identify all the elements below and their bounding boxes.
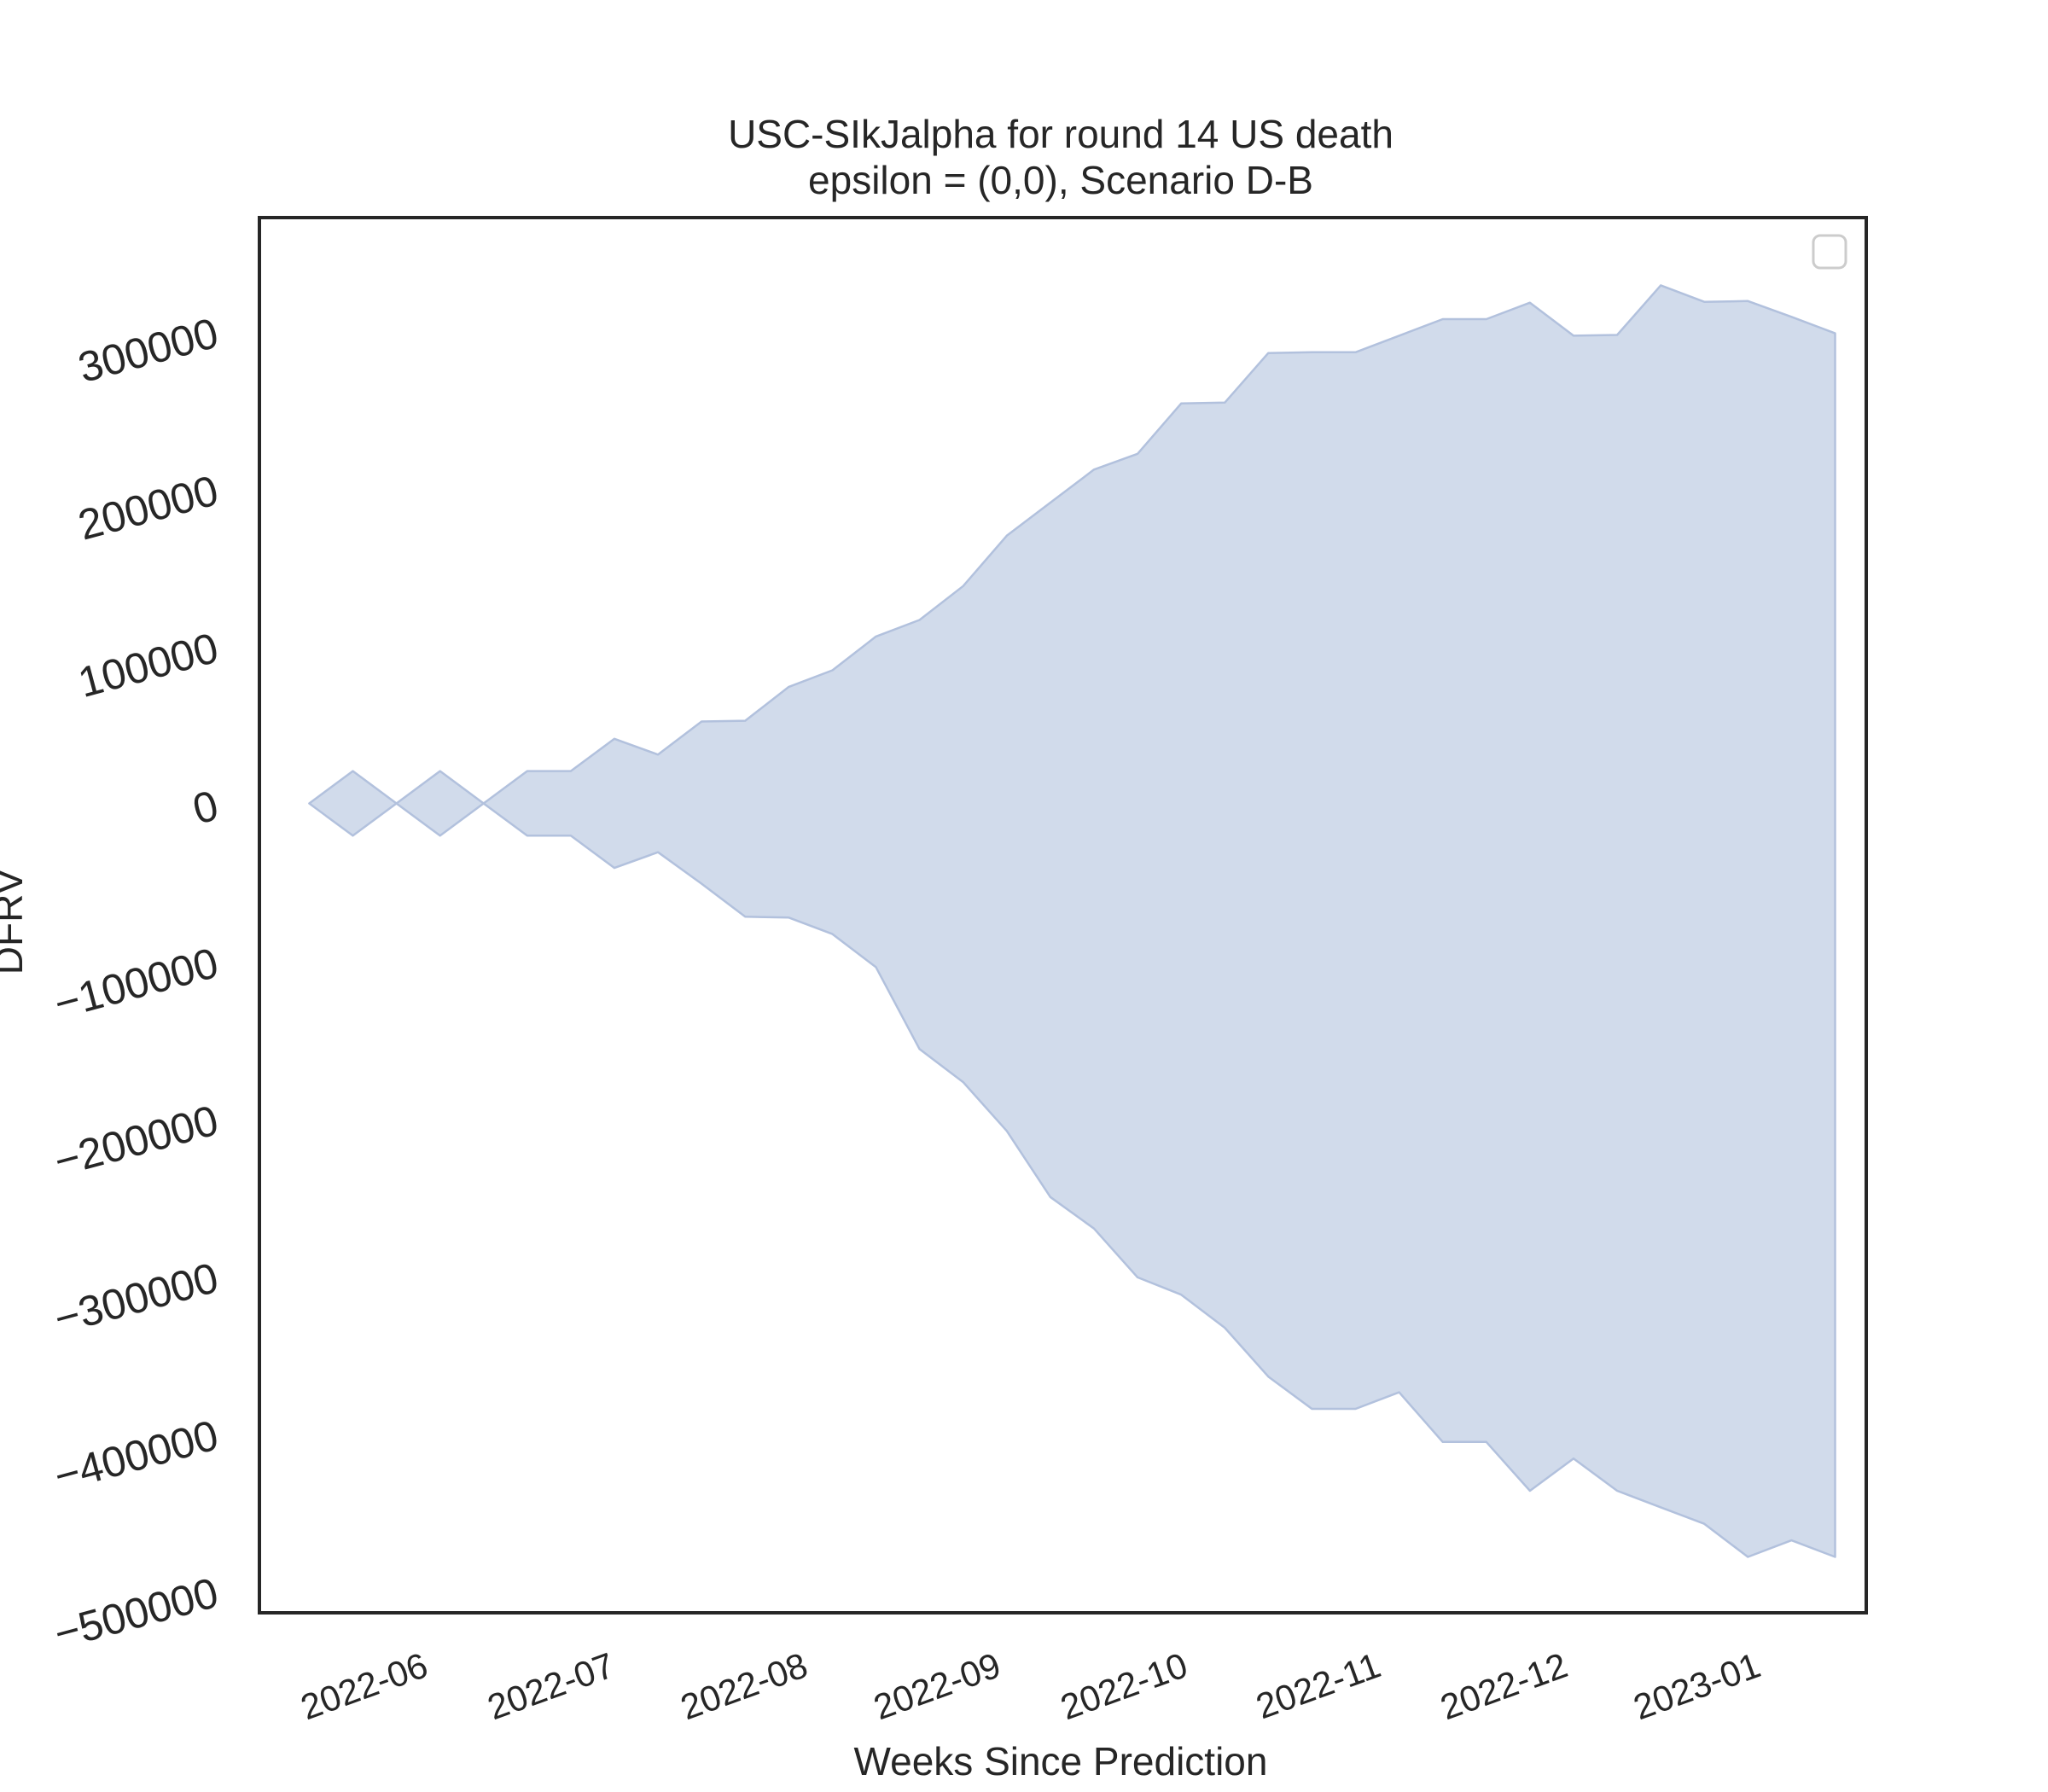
chart-title: USC-SIkJalpha for round 14 US death <box>728 112 1393 156</box>
y-tick-label: 300000 <box>73 309 224 392</box>
x-tick-label: 2022-09 <box>869 1644 1006 1727</box>
x-tick-label: 2022-07 <box>482 1644 620 1727</box>
x-tick-label: 2022-08 <box>675 1644 812 1727</box>
y-tick-label: 100000 <box>73 624 224 707</box>
y-tick-labels: 300000 200000 100000 0 −100000 −200000 −300000… <box>49 309 224 1658</box>
chart-subtitle: epsilon = (0,0), Scenario D-B <box>808 158 1313 202</box>
x-tick-label: 2022-06 <box>295 1644 433 1727</box>
x-tick-label: 2022-10 <box>1056 1644 1193 1727</box>
y-tick-label: 200000 <box>73 466 224 549</box>
x-tick-labels: 2022-06 2022-07 2022-08 2022-09 2022-10 2022-… <box>295 1644 1766 1727</box>
y-tick-label: −400000 <box>49 1411 224 1501</box>
y-tick-label: −500000 <box>49 1568 224 1658</box>
x-tick-label: 2022-12 <box>1435 1644 1573 1727</box>
legend-box <box>1812 234 1847 270</box>
y-tick-label: −300000 <box>49 1254 224 1343</box>
uncertainty-band-0 <box>308 284 1836 1558</box>
plot-frame <box>258 216 1868 1615</box>
uncertainty-band-group <box>308 284 1836 1558</box>
y-tick-label: 0 <box>188 781 223 833</box>
y-axis-label: DFRV <box>0 868 31 975</box>
x-tick-label: 2022-11 <box>1251 1644 1386 1726</box>
y-tick-label: −100000 <box>49 939 224 1028</box>
x-tick-label: 2023-01 <box>1628 1644 1766 1727</box>
x-axis-label: Weeks Since Prediction <box>854 1739 1268 1783</box>
y-tick-label: −200000 <box>49 1097 224 1186</box>
